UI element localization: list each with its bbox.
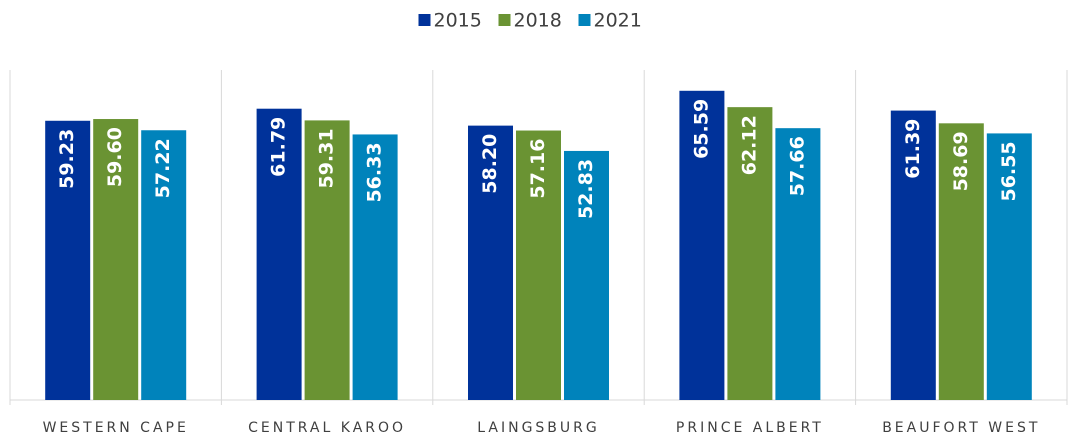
data-label: 59.23 — [56, 129, 78, 189]
bar — [468, 125, 513, 400]
data-label: 59.31 — [316, 128, 338, 188]
bar — [45, 120, 91, 400]
bar — [304, 120, 350, 400]
x-tick-label: PRINCE ALBERT — [676, 420, 824, 436]
bar — [352, 134, 398, 401]
data-label: 62.12 — [738, 115, 760, 175]
bar — [890, 110, 936, 400]
data-label: 59.60 — [104, 127, 126, 187]
x-tick-label: BEAUFORT WEST — [882, 420, 1040, 436]
bar — [256, 108, 302, 400]
bar — [986, 133, 1032, 400]
legend-label: 2018 — [514, 10, 562, 32]
data-label: 56.33 — [364, 142, 386, 202]
x-tick-label: WESTERN CAPE — [43, 420, 189, 436]
data-label: 57.22 — [152, 138, 174, 198]
bar — [141, 130, 187, 400]
bar — [938, 123, 984, 400]
bar — [679, 90, 725, 400]
x-tick-label: CENTRAL KAROO — [248, 420, 406, 436]
bar — [93, 119, 139, 401]
bar — [775, 128, 821, 400]
data-label: 57.16 — [527, 139, 549, 199]
data-label: 56.55 — [998, 141, 1020, 201]
legend-label: 2021 — [594, 10, 642, 32]
data-label: 52.83 — [575, 159, 597, 219]
legend-swatch — [418, 14, 431, 26]
data-label: 65.59 — [690, 99, 712, 159]
data-label: 61.39 — [902, 119, 924, 179]
legend-label: 2015 — [434, 10, 482, 32]
x-tick-label: LAINGSBURG — [477, 420, 599, 436]
legend-swatch — [578, 14, 591, 26]
legend-swatch — [498, 14, 511, 26]
bar — [564, 150, 609, 400]
bar — [727, 107, 773, 401]
data-label: 61.79 — [268, 117, 290, 177]
data-label: 58.69 — [950, 131, 972, 191]
bar — [516, 130, 561, 400]
data-label: 58.20 — [479, 134, 501, 194]
data-label: 57.66 — [786, 136, 808, 196]
